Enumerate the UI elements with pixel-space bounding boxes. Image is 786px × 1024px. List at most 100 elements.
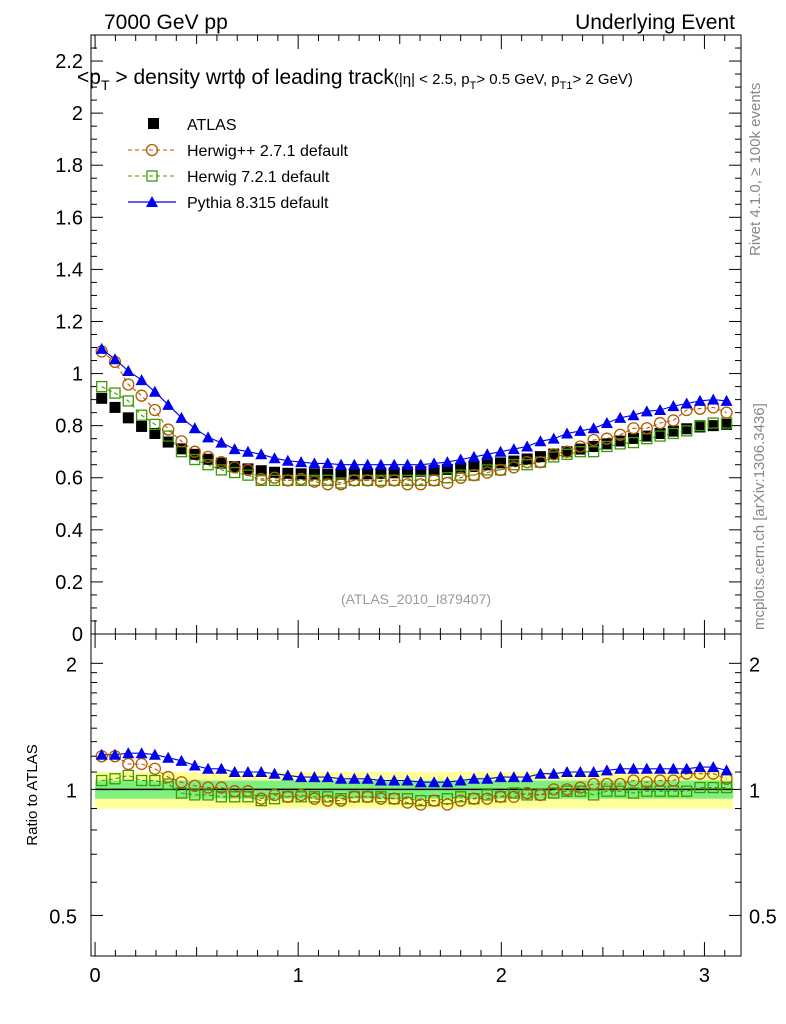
main-point-pythia [414, 458, 427, 470]
ratio-point-pythia [414, 776, 427, 788]
ratio-x-tick-label: 1 [293, 965, 304, 987]
main-point-atlas [122, 412, 134, 424]
main-point-herwigpp [467, 468, 481, 482]
ratio-point-pythia [281, 769, 294, 781]
ratio-point-herwig7 [614, 785, 626, 797]
ratio-point-pythia [321, 771, 334, 783]
ratio-point-herwigpp [454, 794, 467, 807]
main-point-herwigpp [388, 474, 401, 487]
ratio-point-pythia [561, 766, 574, 778]
main-point-atlas [162, 436, 174, 448]
main-point-atlas [428, 464, 440, 476]
ratio-point-herwigpp [414, 798, 427, 811]
main-point-pythia [348, 458, 361, 470]
legend-marker-atlas [148, 118, 159, 129]
ratio-point-pythia [268, 767, 281, 779]
main-point-herwigpp [361, 474, 374, 487]
ratio-point-pythia [454, 774, 467, 786]
ratio-point-herwig7 [215, 791, 228, 803]
main-point-pythia [547, 432, 560, 444]
main-point-pythia [454, 453, 467, 465]
main-point-atlas [455, 462, 467, 474]
legend-entry-herwigpp: Herwig++ 2.7.1 default [128, 143, 349, 160]
ratio-point-pythia [640, 762, 653, 774]
main-point-pythia [521, 440, 534, 452]
main-axes: 0 0.2 0.4 0.6 0.8 1 1.2 1.4 1.6 1.8 2 2.2 [55, 35, 741, 646]
main-point-herwig7 [707, 417, 719, 429]
ratio-point-herwig7 [707, 781, 719, 794]
main-point-herwigpp [600, 432, 614, 445]
main-point-atlas [667, 425, 679, 437]
main-point-herwigpp [175, 435, 188, 448]
ratio-point-herwig7 [601, 785, 613, 797]
legend: ATLAS Herwig++ 2.7.1 default Herwig 7.2.… [128, 117, 349, 212]
ratio-point-herwigpp [494, 790, 507, 803]
main-point-atlas [508, 455, 520, 467]
ratio-x-tick-label: 0 [90, 965, 101, 987]
main-point-atlas [415, 465, 427, 477]
ratio-point-herwigpp [148, 762, 162, 775]
ratio-point-pythia [215, 762, 228, 774]
main-point-atlas [362, 468, 374, 480]
plot-title: <pT > density wrtϕ of leading track(|η| … [77, 66, 633, 93]
ratio-point-herwigpp [667, 774, 680, 787]
ratio-point-herwigpp [653, 774, 667, 787]
main-point-herwigpp [454, 471, 467, 484]
ratio-point-herwigpp [627, 774, 640, 787]
main-point-herwigpp [321, 478, 334, 491]
ratio-point-herwigpp [135, 757, 148, 771]
ratio-point-pythia [614, 762, 627, 774]
ratio-point-herwigpp [520, 786, 534, 800]
ratio-point-pythia [521, 771, 534, 783]
analysis-watermark: (ATLAS_2010_I879407) [341, 591, 491, 607]
ratio-point-pythia [693, 761, 706, 773]
main-point-pythia [188, 422, 201, 434]
ratio-point-herwigpp [467, 792, 481, 805]
ratio-point-herwigpp [348, 790, 361, 803]
ratio-point-pythia [241, 766, 254, 778]
main-point-herwigpp [348, 474, 361, 487]
main-point-herwig7 [574, 446, 586, 458]
main-point-pythia [215, 436, 228, 448]
main-point-pythia [308, 457, 321, 469]
main-point-herwigpp [201, 450, 215, 464]
legend-marker-herwigpp [145, 143, 159, 157]
main-y-tick-label: 2.2 [55, 51, 83, 73]
main-point-pythia [202, 431, 215, 443]
main-point-herwigpp [560, 445, 574, 458]
ratio-point-herwigpp [361, 790, 374, 803]
ratio-point-herwigpp [481, 792, 494, 805]
main-point-herwigpp [667, 414, 680, 427]
main-point-atlas [375, 467, 387, 479]
main-point-herwigpp [334, 478, 348, 491]
ratio-point-pythia [600, 764, 613, 776]
main-point-herwigpp [228, 461, 241, 474]
ratio-point-herwig7 [189, 789, 201, 801]
main-point-atlas [681, 423, 693, 435]
ratio-point-herwig7 [508, 787, 520, 799]
ratio-point-herwigpp [162, 770, 175, 784]
main-point-herwigpp [148, 403, 162, 417]
ratio-point-herwig7 [548, 787, 560, 799]
main-point-pythia [268, 452, 281, 464]
ratio-point-herwig7 [681, 785, 693, 797]
ratio-point-pythia [441, 776, 454, 788]
legend-entry-herwig7: Herwig 7.2.1 default [128, 169, 330, 186]
main-point-herwig7 [122, 395, 134, 407]
ratio-point-herwig7 [627, 787, 640, 799]
main-point-herwig7 [135, 409, 148, 421]
main-point-pythia [295, 456, 308, 468]
main-point-pythia [494, 445, 507, 457]
main-y-tick-label: 0.2 [55, 572, 83, 594]
main-y-tick-label: 1 [72, 364, 83, 386]
ratio-point-pythia [481, 772, 494, 784]
ratio-panel: 0 1 2 3 0.5 0.5 1 1 2 2 Ratio to ATLAS [24, 633, 777, 987]
ratio-point-pythia [255, 766, 268, 778]
main-point-herwig7 [202, 459, 214, 471]
main-point-pythia [335, 458, 348, 470]
main-point-herwig7 [627, 436, 640, 449]
main-y-tick-label: 2 [72, 103, 83, 125]
ratio-point-herwig7 [96, 774, 108, 787]
ratio-point-herwig7 [415, 794, 427, 807]
ratio-axes: 0 1 2 3 0.5 0.5 1 1 2 2 [49, 634, 777, 987]
